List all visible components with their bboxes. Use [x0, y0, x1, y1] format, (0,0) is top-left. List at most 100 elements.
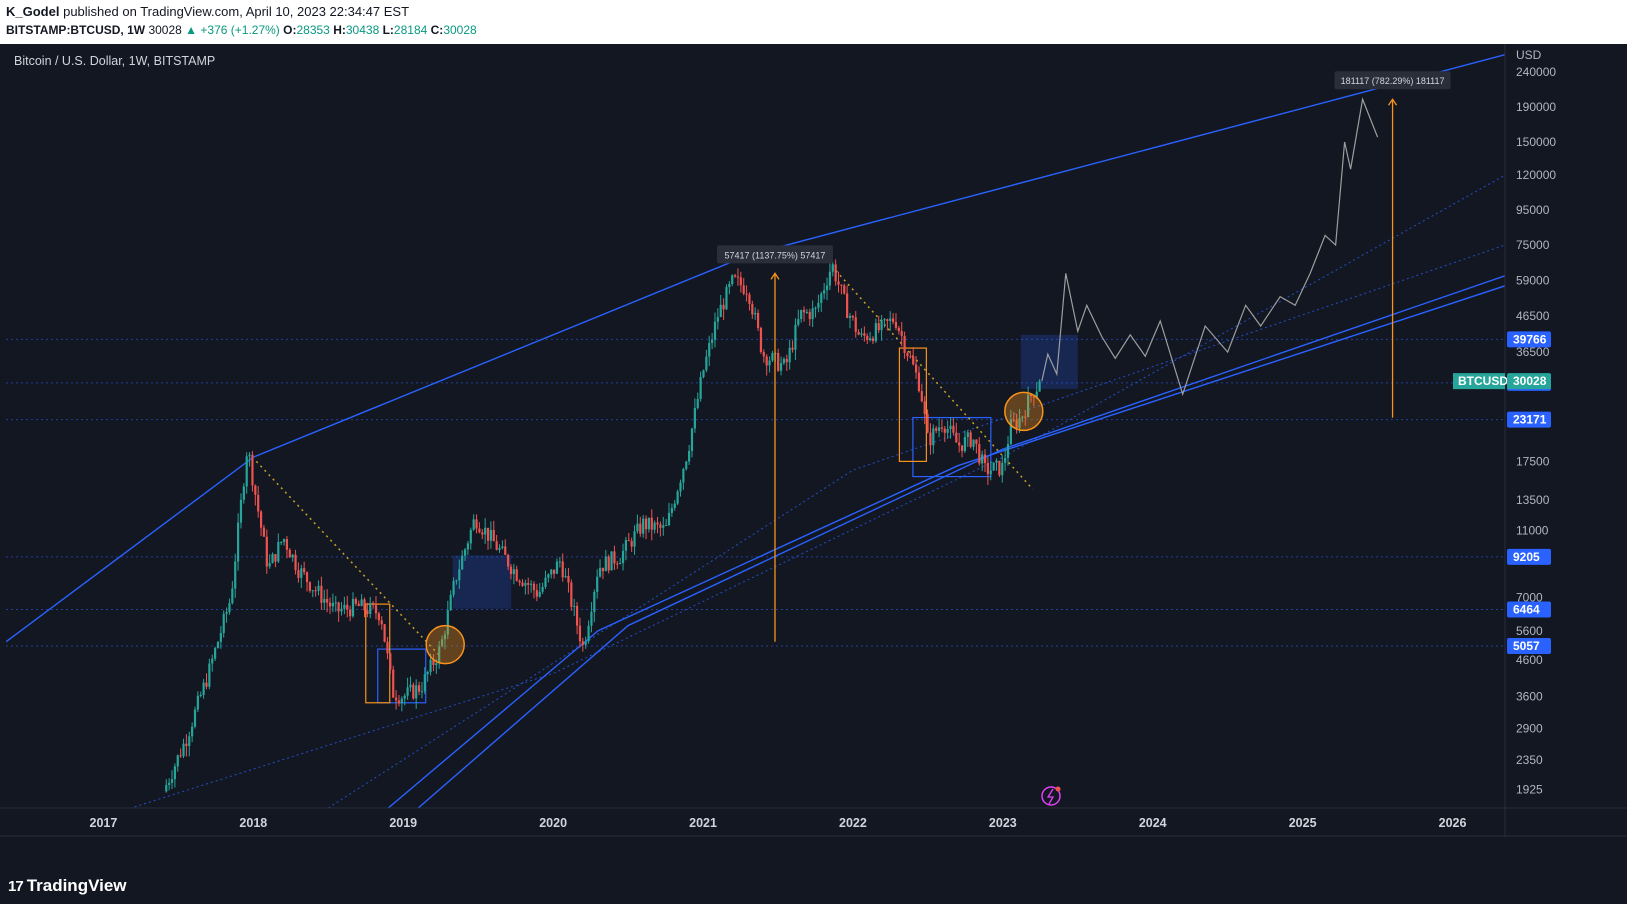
candle-body-126 [527, 582, 530, 585]
candle-body-99 [449, 594, 452, 611]
candle-body-74 [377, 613, 380, 621]
price-change: +376 (+1.27%) [200, 23, 280, 37]
candle-body-273 [949, 425, 952, 430]
price-tag-bg-5 [1507, 637, 1551, 654]
candle-body-250 [883, 319, 886, 321]
candle-body-156 [613, 551, 616, 564]
candle-body-12 [199, 694, 202, 696]
candle-body-259 [909, 356, 912, 358]
candle-body-22 [228, 603, 231, 613]
candle-body-121 [512, 569, 515, 575]
candle-body-9 [191, 726, 194, 737]
candle-body-207 [759, 327, 763, 353]
price-axis-label: 75000 [1516, 238, 1550, 252]
candle-body-233 [834, 264, 837, 282]
candle-body-38 [274, 554, 277, 562]
price-tag-bg-4 [1507, 601, 1551, 618]
candle-body-291 [1001, 462, 1004, 476]
candle-body-199 [736, 276, 740, 278]
candle-body-10 [193, 709, 197, 727]
candle-body-148 [590, 611, 593, 626]
price-axis-label: 150000 [1516, 135, 1556, 149]
blue-box-1 [912, 416, 992, 478]
price-axis-label: 7000 [1516, 591, 1543, 605]
candle-body-170 [653, 522, 656, 530]
candle-body-202 [745, 293, 748, 295]
candle-body-116 [498, 547, 501, 550]
chart-area[interactable]: 57417 (1137.75%) 57417 181117 (782.29%) 1… [0, 44, 1627, 874]
candle-body-193 [719, 304, 722, 318]
candle-body-247 [874, 323, 877, 342]
candle-body-272 [946, 429, 949, 433]
candle-body-226 [814, 307, 817, 309]
price-tag-5: 5057 [1513, 639, 1540, 653]
dotted-trendline-0 [255, 460, 442, 658]
candle-body-209 [765, 356, 768, 366]
candle-body-32 [257, 494, 260, 512]
candle-body-151 [598, 567, 602, 577]
candle-body-49 [305, 572, 309, 583]
candle-body-133 [547, 574, 550, 578]
candle-body-216 [785, 358, 788, 363]
candle-body-138 [561, 561, 564, 578]
candle-body-11 [196, 695, 199, 710]
candle-body-152 [601, 567, 605, 572]
projection-path [1041, 97, 1379, 397]
symbol-name[interactable]: BITSTAMP:BTCUSD, 1W [6, 23, 146, 37]
price-axis-label: 17500 [1516, 454, 1550, 468]
channel-line-1 [328, 244, 1505, 808]
candle-body-68 [360, 599, 363, 607]
candle-body-37 [271, 554, 274, 564]
candle-body-286 [986, 462, 989, 475]
channel-line-2 [129, 174, 1505, 808]
publisher-name[interactable]: K_Godel [6, 4, 60, 19]
candles-group [165, 259, 1041, 793]
candle-body-39 [277, 542, 280, 562]
candle-body-203 [748, 294, 751, 304]
candle-body-177 [673, 503, 676, 509]
price-axis-unit: USD [1516, 48, 1542, 62]
candle-body-26 [239, 499, 243, 523]
candle-body-50 [308, 582, 312, 591]
candle-body-278 [963, 437, 967, 452]
measure-arrowhead-1 [1388, 98, 1398, 106]
open-value: 28353 [296, 23, 330, 37]
highlight-circle-0 [425, 624, 465, 665]
lightning-icon-dot [1055, 786, 1061, 792]
measure-label-0: 57417 (1137.75%) 57417 [725, 250, 826, 260]
candle-body-274 [952, 425, 955, 433]
candle-body-166 [642, 518, 645, 534]
candle-body-76 [383, 624, 386, 642]
candle-body-303 [1035, 391, 1038, 398]
blue-box-0 [377, 648, 427, 704]
candle-body-162 [630, 540, 633, 547]
candle-body-255 [897, 327, 900, 332]
channel-line-0 [6, 53, 1505, 643]
price-axis-label: 95000 [1516, 203, 1550, 217]
candle-body-4 [176, 755, 179, 767]
candle-body-6 [182, 743, 185, 757]
tradingview-logo[interactable]: 17 TradingView [8, 876, 127, 896]
candle-body-128 [532, 583, 536, 591]
measure-label-bg-1 [1334, 71, 1451, 90]
candle-body-136 [555, 561, 559, 574]
candle-body-215 [782, 358, 786, 364]
candle-body-78 [389, 653, 392, 670]
candle-body-287 [989, 470, 992, 475]
candle-body-96 [440, 639, 444, 647]
candle-body-262 [917, 372, 921, 392]
price-axis-label: 2900 [1516, 722, 1543, 736]
time-axis-label: 2020 [539, 816, 567, 830]
candle-body-69 [363, 599, 366, 611]
candle-body-113 [489, 530, 492, 541]
price-axis-label: 120000 [1516, 168, 1556, 182]
candle-body-153 [604, 556, 607, 572]
candle-body-283 [978, 443, 981, 464]
candle-body-109 [478, 528, 481, 533]
candle-body-142 [573, 605, 576, 607]
candle-body-34 [262, 527, 266, 537]
candle-body-1 [168, 782, 171, 785]
candle-body-230 [825, 285, 829, 291]
candle-body-178 [676, 491, 679, 504]
price-chart[interactable]: 57417 (1137.75%) 57417 181117 (782.29%) 1… [0, 44, 1627, 874]
